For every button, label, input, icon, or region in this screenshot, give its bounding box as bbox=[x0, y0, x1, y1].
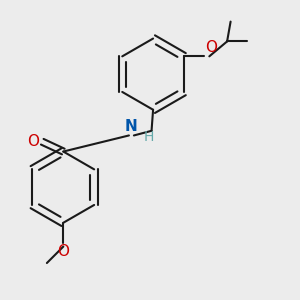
Text: H: H bbox=[143, 130, 154, 144]
Text: O: O bbox=[27, 134, 39, 149]
Text: N: N bbox=[125, 119, 138, 134]
Text: O: O bbox=[57, 244, 69, 259]
Text: O: O bbox=[206, 40, 218, 55]
